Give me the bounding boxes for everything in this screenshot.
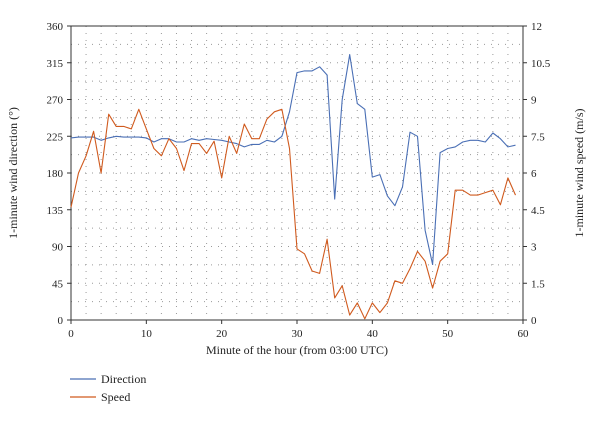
y-left-tick-label: 90: [52, 242, 64, 254]
legend: Direction Speed: [70, 372, 146, 404]
y-left-tick-label: 0: [58, 315, 64, 327]
y-right-tick-label: 7.5: [531, 131, 545, 143]
y-left-tick-label: 135: [47, 205, 64, 217]
series-line-direction: [70, 54, 516, 266]
x-tick-label: 20: [216, 328, 228, 340]
x-tick-label: 50: [442, 328, 454, 340]
y-right-tick-label: 1.5: [531, 278, 545, 290]
x-tick-label: 30: [292, 328, 304, 340]
y-left-tick-label: 225: [47, 131, 64, 143]
y-right-tick-label: 10.5: [531, 58, 551, 70]
x-tick-label: 60: [518, 328, 530, 340]
x-axis-title: Minute of the hour (from 03:00 UTC): [206, 343, 388, 357]
y-right-tick-label: 0: [531, 315, 537, 327]
x-tick-label: 0: [68, 328, 74, 340]
y-left-tick-label: 180: [47, 168, 64, 180]
x-tick-label: 40: [367, 328, 379, 340]
y-right-tick-label: 6: [531, 168, 537, 180]
y-right-tick-label: 12: [531, 21, 542, 33]
y-left-tick-label: 360: [47, 21, 64, 33]
y-left-tick-label: 315: [47, 58, 64, 70]
y-axis-left-title: 1-minute wind direction (°): [6, 107, 20, 239]
legend-label-speed: Speed: [101, 390, 130, 404]
y-right-tick-label: 3: [531, 242, 537, 254]
y-left-tick-label: 270: [47, 95, 64, 107]
y-axis-right-title: 1-minute wind speed (m/s): [572, 109, 586, 238]
axis-ticks: 0 10 20 30 40 50 600459013518022527031536001.5…: [47, 21, 551, 340]
series-line-speed: [70, 108, 517, 320]
y-left-tick-label: 45: [52, 278, 64, 290]
x-tick-label: 10: [141, 328, 153, 340]
y-right-tick-label: 9: [531, 95, 537, 107]
y-right-tick-label: 4.5: [531, 205, 545, 217]
grid-lines: [71, 26, 523, 320]
series-lines: [70, 54, 517, 320]
legend-label-direction: Direction: [101, 372, 146, 386]
